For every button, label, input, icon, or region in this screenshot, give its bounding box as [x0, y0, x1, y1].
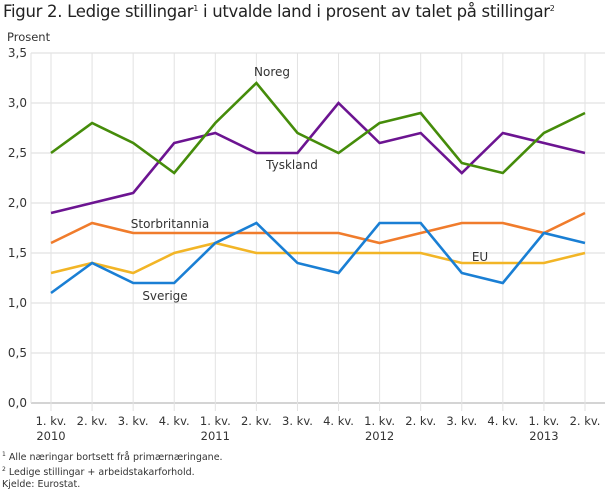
series-label-tyskland: Tyskland	[265, 158, 318, 172]
y-tick-label: 2,0	[8, 196, 27, 210]
x-tick-label: 3. kv.	[282, 414, 313, 428]
series-line-storbritannia	[50, 211, 586, 245]
series-label-storbritannia: Storbritannia	[131, 217, 209, 231]
series-line-sverige	[50, 221, 586, 295]
x-tick-year: 2010	[36, 429, 65, 443]
footnote-text: Alle næringar bortsett frå primærnæringa…	[5, 452, 223, 463]
title-text: Figur 2. Ledige stillingar	[3, 2, 194, 21]
x-tick-label: 2. kv.	[570, 414, 601, 428]
source-text: Kjelde: Eurostat.	[2, 479, 81, 490]
x-tick-label: 2. kv.	[405, 414, 436, 428]
footnote-text: Ledige stillingar + arbeidstakarforhold.	[5, 467, 195, 478]
x-tick-label: 2. kv.	[77, 414, 108, 428]
series-line-noreg	[50, 81, 586, 175]
footnote-2: 2 Ledige stillingar + arbeidstakarforhol…	[2, 464, 223, 479]
x-tick-year: 2013	[529, 429, 558, 443]
x-tick-label: 1. kv.	[36, 414, 67, 428]
x-tick-label: 4. kv.	[487, 414, 518, 428]
chart-title: Figur 2. Ledige stillingar1 i utvalde la…	[3, 2, 555, 21]
source-note: Kjelde: Eurostat.	[2, 479, 223, 491]
x-tick-label: 4. kv.	[323, 414, 354, 428]
y-tick-label: 3,0	[8, 96, 27, 110]
series-line-tyskland	[50, 101, 586, 215]
x-tick-label: 4. kv.	[159, 414, 190, 428]
x-tick-label: 1. kv.	[200, 414, 231, 428]
title-footnote-2: 2	[549, 4, 555, 13]
y-tick-label: 2,5	[8, 146, 27, 160]
x-tick-label: 1. kv.	[528, 414, 559, 428]
x-tick-year: 2012	[365, 429, 394, 443]
x-tick-label: 1. kv.	[364, 414, 395, 428]
y-tick-label: 0,0	[8, 396, 27, 410]
series-line-eu	[50, 241, 586, 275]
title-text-rest: i utvalde land i prosent av talet på sti…	[198, 2, 550, 21]
title-footnote-1: 1	[193, 4, 199, 13]
y-axis-label: Prosent	[7, 30, 51, 44]
y-tick-label: 1,5	[8, 246, 27, 260]
series-label-noreg: Noreg	[254, 65, 290, 79]
y-tick-label: 3,5	[8, 46, 27, 60]
x-tick-label: 3. kv.	[446, 414, 477, 428]
x-tick-label: 2. kv.	[241, 414, 272, 428]
footnote-1: 1 Alle næringar bortsett frå primærnærin…	[2, 449, 223, 464]
series-label-sverige: Sverige	[142, 289, 187, 303]
series-label-eu: EU	[472, 250, 488, 264]
x-tick-year: 2011	[201, 429, 230, 443]
footnotes: 1 Alle næringar bortsett frå primærnærin…	[2, 449, 223, 491]
footnote-marker: 1	[2, 451, 6, 458]
x-tick-label: 3. kv.	[118, 414, 149, 428]
y-tick-label: 1,0	[8, 296, 27, 310]
y-tick-label: 0,5	[8, 346, 27, 360]
footnote-marker: 2	[2, 466, 6, 473]
